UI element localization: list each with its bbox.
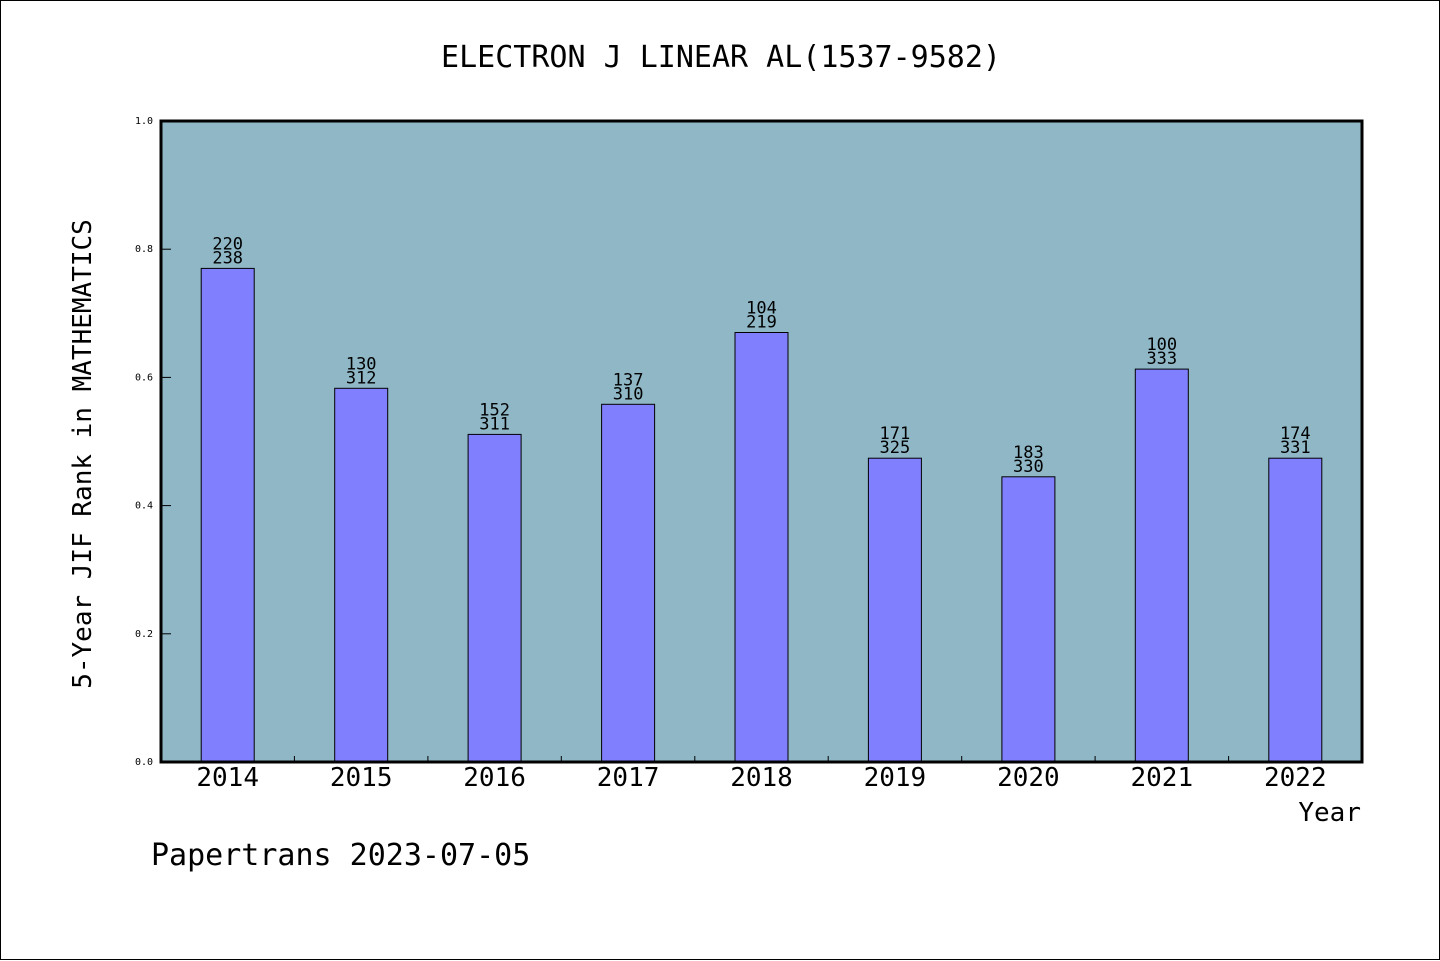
- chart-title: ELECTRON J LINEAR AL(1537-9582): [441, 40, 1001, 75]
- x-tick-label-2019: 2019: [864, 763, 927, 793]
- bar-label-2014-2: 238: [212, 248, 243, 268]
- bar-2021: [1134, 368, 1189, 763]
- bar-label-2019-2: 325: [880, 438, 911, 458]
- y-tick-label-1.0: 1.0: [135, 116, 153, 127]
- bar-label-2014-1: 220: [212, 234, 243, 254]
- x-tick-label-2022: 2022: [1264, 763, 1327, 793]
- bar-label-2020-2: 330: [1013, 457, 1044, 477]
- bar-label-2015-1: 130: [346, 354, 377, 374]
- footer-text: Papertrans 2023-07-05: [151, 838, 530, 873]
- bar-2017: [601, 403, 656, 763]
- x-tick-label-2017: 2017: [597, 763, 660, 793]
- x-tick-label-2016: 2016: [463, 763, 526, 793]
- y-tick-label-0.8: 0.8: [135, 244, 153, 255]
- y-axis-label: 5-Year JIF Rank in MATHEMATICS: [68, 219, 98, 689]
- y-tick-label-0.0: 0.0: [135, 757, 153, 768]
- bar-label-2018-2: 219: [746, 313, 777, 333]
- x-axis-label: Year: [1298, 798, 1361, 828]
- bar-2022: [1268, 457, 1323, 763]
- bar-label-2015-2: 312: [346, 368, 377, 388]
- bar-label-2022-1: 174: [1280, 424, 1311, 444]
- bar-label-2019-1: 171: [880, 424, 911, 444]
- y-tick-label-0.4: 0.4: [135, 501, 153, 512]
- bar-label-2020-1: 183: [1013, 443, 1044, 463]
- x-tick-label-2014: 2014: [196, 763, 259, 793]
- x-axis: 2014 2015 2016 2017 2018 2019 2020 2021 2022: [196, 756, 1327, 793]
- bars-group: [200, 267, 1323, 763]
- bar-label-2017-2: 310: [613, 384, 644, 404]
- bar-2015: [334, 387, 389, 763]
- y-tick-label-0.2: 0.2: [135, 629, 153, 640]
- bar-label-2021-2: 333: [1146, 349, 1177, 369]
- y-tick-label-0.6: 0.6: [135, 372, 153, 383]
- bar-label-2021-1: 100: [1146, 335, 1177, 355]
- bar-2018: [734, 332, 789, 763]
- bar-2019: [867, 457, 922, 763]
- x-tick-label-2020: 2020: [997, 763, 1060, 793]
- x-tick-label-2015: 2015: [330, 763, 393, 793]
- bar-2014: [200, 267, 255, 763]
- bar-label-2018-1: 104: [746, 299, 777, 319]
- bar-label-2016-1: 152: [479, 400, 510, 420]
- x-tick-label-2018: 2018: [730, 763, 793, 793]
- bar-2020: [1001, 476, 1056, 763]
- bar-label-2016-2: 311: [479, 414, 510, 434]
- bar-label-2017-1: 137: [613, 370, 644, 390]
- plot-border: [159, 119, 1364, 764]
- x-tick-label-2021: 2021: [1130, 763, 1193, 793]
- bar-label-2022-2: 331: [1280, 438, 1311, 458]
- bar-2016: [467, 433, 522, 763]
